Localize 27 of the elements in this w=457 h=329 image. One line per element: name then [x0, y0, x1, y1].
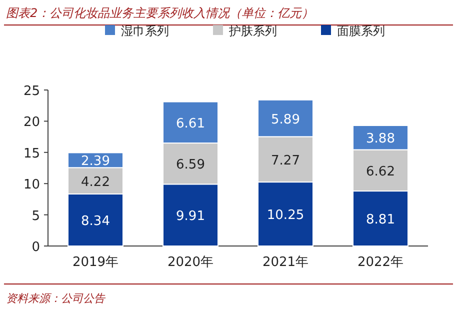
legend-label: 面膜系列 [337, 24, 385, 38]
data-label: 2.39 [81, 154, 110, 170]
chart-title: 图表2：公司化妆品业务主要系列收入情况（单位：亿元） [6, 6, 314, 20]
data-label: 8.81 [366, 212, 395, 228]
x-tick-label: 2019年 [72, 255, 119, 270]
x-tick-label: 2020年 [167, 255, 214, 270]
data-label: 6.62 [366, 164, 395, 180]
y-tick-label: 5 [32, 208, 40, 224]
y-tick-label: 15 [23, 146, 40, 162]
legend-label: 护肤系列 [228, 24, 277, 38]
y-tick-label: 10 [23, 178, 40, 193]
y-tick-label: 25 [23, 84, 40, 99]
x-tick-label: 2021年 [262, 255, 309, 270]
legend-label: 湿巾系列 [121, 24, 169, 38]
data-label: 10.25 [266, 208, 304, 224]
data-label: 7.27 [271, 153, 300, 168]
text: 资料来源：公司公告 [6, 292, 106, 305]
data-label: 6.59 [176, 158, 205, 173]
data-label: 9.91 [176, 209, 205, 224]
data-label: 3.88 [366, 132, 395, 147]
y-tick-label: 20 [23, 115, 40, 130]
x-tick-label: 2022年 [357, 255, 404, 270]
data-label: 5.89 [271, 112, 300, 128]
data-label: 6.61 [176, 116, 205, 132]
data-label: 4.22 [81, 174, 110, 190]
data-label: 8.34 [81, 214, 110, 229]
y-tick-label: 0 [32, 240, 40, 255]
